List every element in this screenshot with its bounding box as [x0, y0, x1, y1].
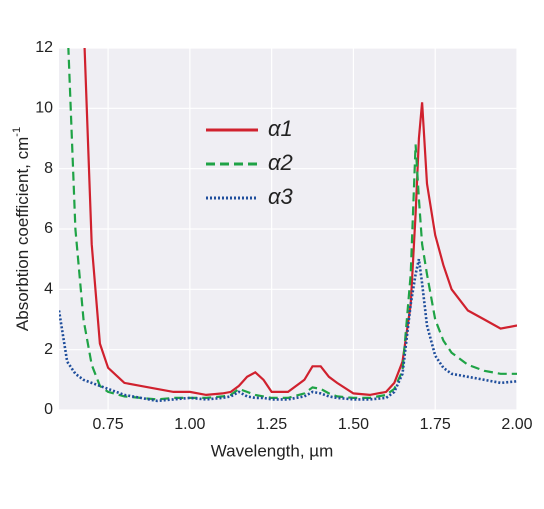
x-tick-label: 2.00	[501, 416, 532, 433]
legend-label: α3	[268, 184, 294, 209]
x-tick-label: 1.25	[256, 416, 287, 433]
x-axis-label: Wavelength, µm	[211, 441, 334, 460]
y-axis-label-text: Absorbtion coefficient, cm	[13, 137, 32, 331]
y-tick-label: 12	[35, 39, 53, 56]
y-tick-label: 2	[44, 341, 53, 358]
data-line	[83, 48, 517, 397]
x-tick-label: 0.75	[93, 416, 124, 433]
y-tick-label: 10	[35, 100, 53, 117]
y-tick-label: 4	[44, 281, 53, 298]
data-line	[67, 48, 517, 401]
x-tick-label: 1.00	[174, 416, 205, 433]
y-tick-label: 6	[44, 220, 53, 237]
x-tick-label: 1.50	[338, 416, 369, 433]
legend-label: α2	[268, 150, 293, 175]
y-tick-label: 8	[44, 160, 53, 177]
x-tick-label: 1.75	[420, 416, 451, 433]
legend-label: α1	[268, 116, 293, 141]
y-axis-label-sup: -1	[11, 127, 23, 137]
y-tick-label: 0	[44, 401, 53, 418]
y-axis-label: Absorbtion coefficient, cm-1	[11, 127, 33, 331]
data-line	[59, 258, 517, 403]
